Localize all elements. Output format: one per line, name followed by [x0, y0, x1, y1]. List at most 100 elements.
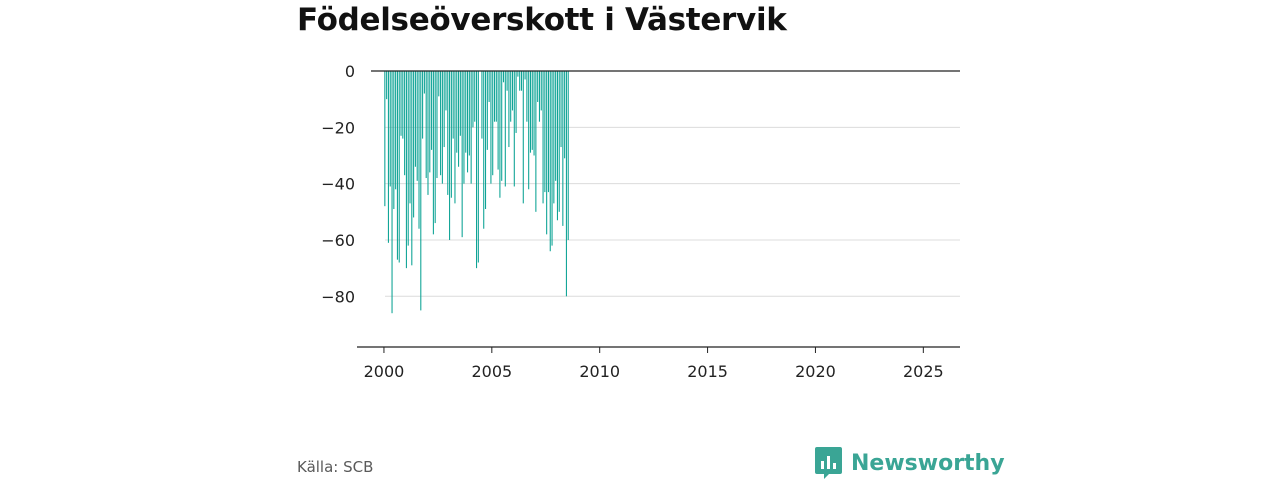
bar — [565, 71, 567, 297]
bar — [429, 71, 431, 173]
bar — [425, 71, 427, 179]
y-tick-label: −20 — [321, 118, 355, 137]
chart-title: Födelseöverskott i Västervik — [297, 2, 787, 38]
bar — [555, 71, 557, 181]
bar — [402, 71, 404, 139]
y-axis-ticks: 0 −20 −40 −60 −80 — [321, 62, 355, 306]
source-label: Källa: SCB — [297, 458, 374, 476]
bar — [547, 71, 549, 193]
bar — [384, 71, 386, 207]
bar — [542, 71, 544, 204]
bar — [411, 71, 413, 266]
bar — [409, 71, 411, 204]
bar — [472, 71, 474, 128]
bar — [486, 71, 488, 150]
bar — [553, 71, 555, 204]
bar — [404, 71, 406, 176]
bar — [522, 71, 524, 204]
brand-name: Newsworthy — [851, 450, 1005, 476]
bar — [484, 71, 487, 209]
bar — [544, 71, 546, 193]
bar — [526, 71, 528, 122]
bar — [386, 71, 388, 100]
bar — [510, 71, 512, 122]
bar — [387, 71, 389, 243]
bar — [546, 71, 548, 235]
bar — [438, 71, 440, 97]
bar — [481, 71, 483, 139]
bar — [391, 71, 393, 314]
bar — [524, 71, 526, 80]
bar — [556, 71, 558, 221]
bar — [511, 71, 514, 111]
bar — [445, 71, 447, 111]
y-tick-label: −60 — [321, 231, 355, 250]
bar — [413, 71, 415, 218]
bar — [443, 71, 445, 148]
bar — [549, 71, 551, 252]
bar — [450, 71, 452, 198]
bar — [396, 71, 398, 260]
x-tick-label: 2010 — [579, 362, 620, 381]
bars — [384, 71, 569, 314]
bar — [501, 71, 503, 181]
bar — [474, 71, 476, 122]
bar — [476, 71, 478, 269]
bar — [418, 71, 420, 229]
bar — [513, 71, 515, 187]
bar — [434, 71, 436, 224]
bar — [533, 71, 535, 156]
bar — [483, 71, 485, 229]
bar — [528, 71, 530, 190]
bar — [537, 71, 539, 102]
bar — [470, 71, 472, 184]
bar — [441, 71, 443, 184]
bar — [567, 71, 569, 240]
bar — [467, 71, 469, 173]
bar — [427, 71, 429, 195]
bar — [432, 71, 434, 235]
bar — [416, 71, 418, 181]
bar — [400, 71, 402, 136]
bar — [499, 71, 501, 198]
x-tick-label: 2015 — [687, 362, 728, 381]
x-tick-label: 2005 — [471, 362, 512, 381]
bar — [463, 71, 465, 184]
bar — [520, 71, 523, 91]
bar — [517, 71, 519, 77]
bar — [436, 71, 438, 179]
bar — [504, 71, 506, 187]
bar — [535, 71, 537, 212]
bar — [564, 71, 566, 159]
bar — [449, 71, 451, 240]
bar — [405, 71, 407, 269]
bar — [454, 71, 456, 204]
bar — [414, 71, 416, 167]
bar — [508, 71, 510, 148]
bar — [423, 71, 425, 94]
bar — [389, 71, 391, 187]
bar — [468, 71, 470, 156]
bar-chart: 0 −20 −40 −60 −80 2000 2005 2010 2015 2020 2025 — [321, 62, 960, 381]
bar — [551, 71, 553, 246]
bar — [456, 71, 458, 153]
bar — [497, 71, 499, 170]
bar — [395, 71, 397, 190]
bar — [447, 71, 449, 195]
bar — [519, 71, 521, 91]
bar — [558, 71, 560, 212]
x-tick-label: 2020 — [795, 362, 836, 381]
bar — [461, 71, 463, 238]
bar — [431, 71, 433, 150]
bar — [540, 71, 542, 111]
bar — [495, 71, 497, 122]
bar — [452, 71, 454, 139]
bar — [515, 71, 517, 133]
bar — [538, 71, 541, 122]
brand-logo[interactable]: Newsworthy — [815, 447, 1005, 479]
gridlines — [385, 126, 960, 297]
bar — [488, 71, 490, 102]
bar — [459, 71, 461, 136]
bar — [393, 71, 395, 209]
y-tick-label: −40 — [321, 175, 355, 194]
